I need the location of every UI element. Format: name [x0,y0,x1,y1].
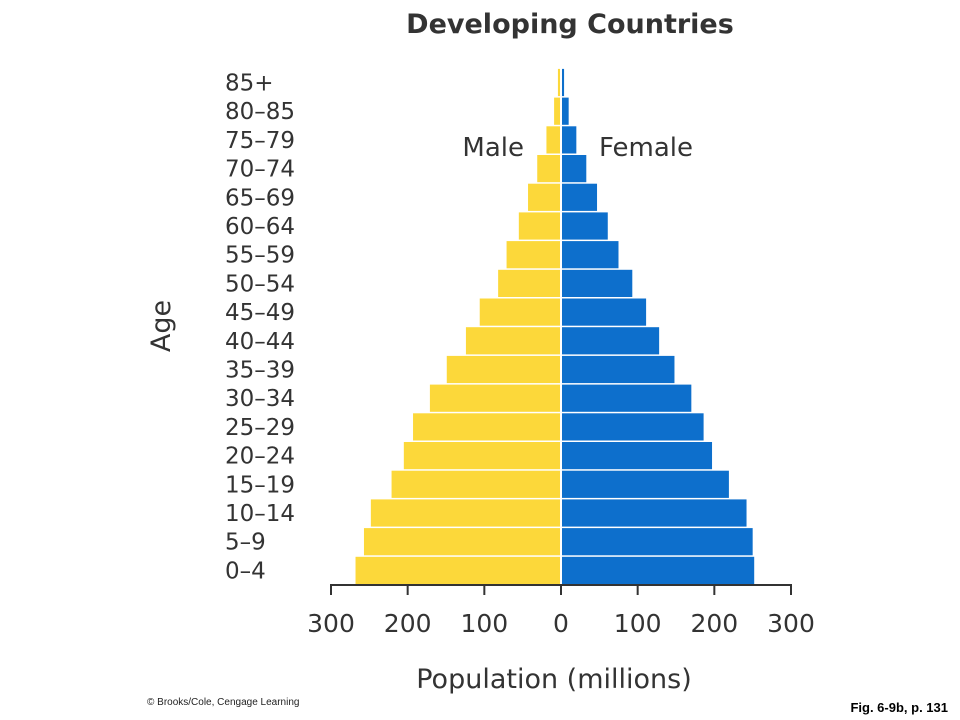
x-tick-label-1: 200 [384,609,432,638]
bar-female-11 [561,241,619,269]
bar-male-1 [363,528,561,556]
age-label-14: 70–74 [225,157,295,183]
bar-male-0 [355,556,561,584]
bar-male-17 [557,68,561,97]
bar-male-7 [446,355,561,384]
age-label-13: 65–69 [225,185,295,211]
bar-female-10 [561,269,633,297]
bar-female-0 [561,556,755,584]
bars-group [355,67,755,584]
bar-male-16 [554,97,561,125]
bar-female-4 [561,442,713,470]
bar-male-15 [546,126,561,154]
bar-female-16 [561,97,569,125]
bar-female-14 [561,155,587,183]
x-tick-label-3: 0 [553,609,569,638]
bar-female-7 [561,355,675,384]
bar-female-1 [561,528,753,556]
x-tick-label-2: 100 [460,609,508,638]
bar-male-4 [403,442,561,470]
x-tick-label-5: 200 [690,609,738,638]
bar-female-13 [561,183,598,211]
age-label-0: 0–4 [225,558,266,584]
bar-male-2 [370,499,561,527]
age-label-11: 55–59 [225,243,295,269]
age-label-6: 30–34 [225,386,295,412]
age-label-15: 75–79 [225,128,295,154]
x-axis-ticks: 300 200 100 0 100 200 300 [307,585,815,638]
bar-male-6 [429,384,561,412]
bar-male-14 [537,155,561,183]
bar-female-12 [561,212,608,240]
bar-female-3 [561,470,729,498]
x-axis-title: Population (millions) [416,664,692,695]
y-axis-title: Age [146,300,177,352]
age-label-3: 15–19 [225,472,295,498]
x-tick-label-0: 300 [307,609,355,638]
series-label-male: Male [462,133,524,163]
age-label-2: 10–14 [225,501,295,527]
bar-male-11 [506,241,561,269]
age-label-5: 25–29 [225,415,295,441]
chart-title: Developing Countries [406,9,734,40]
age-label-1: 5–9 [225,530,266,556]
copyright-credit: © Brooks/Cole, Cengage Learning [147,697,299,708]
bar-male-3 [391,470,561,498]
age-label-8: 40–44 [225,329,295,355]
age-label-9: 45–49 [225,300,295,326]
bar-female-8 [561,327,660,355]
bar-female-9 [561,298,647,326]
bar-male-12 [518,212,561,240]
bar-female-15 [561,126,577,154]
bar-female-5 [561,413,704,441]
series-label-female: Female [599,133,693,163]
bar-female-2 [561,499,747,527]
bar-male-9 [479,298,561,326]
figure-reference: Fig. 6-9b, p. 131 [850,700,948,715]
bar-male-8 [465,327,561,355]
bar-male-13 [528,183,561,211]
bar-male-5 [413,413,561,441]
bar-female-17 [561,68,565,97]
age-label-4: 20–24 [225,444,295,470]
x-tick-label-6: 300 [767,609,815,638]
age-label-16: 80–85 [225,99,295,125]
age-label-17: 85+ [225,71,274,97]
bar-female-6 [561,384,692,412]
age-label-10: 50–54 [225,271,295,297]
age-label-7: 35–39 [225,358,295,384]
age-label-12: 60–64 [225,214,295,240]
bar-male-10 [498,269,561,297]
x-tick-label-4: 100 [614,609,662,638]
